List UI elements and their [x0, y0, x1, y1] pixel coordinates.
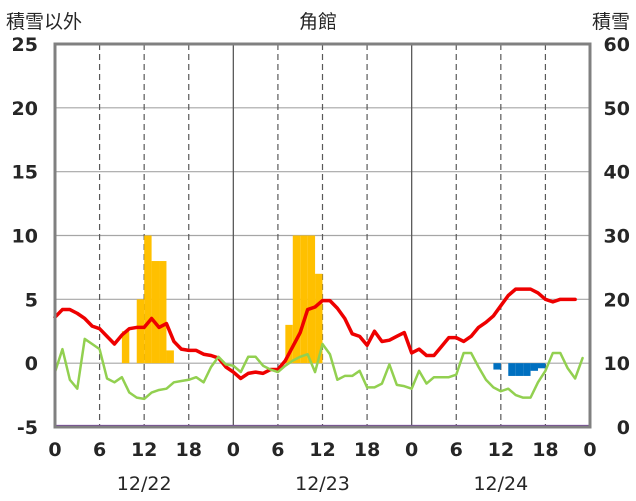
x-tick-label: 12: [488, 439, 514, 461]
y-tick-label: 15: [12, 162, 38, 184]
bar: [159, 261, 166, 363]
y-tick-label: 0: [25, 353, 38, 375]
x-tick-label: 12: [131, 439, 157, 461]
x-tick-label: 18: [532, 439, 558, 461]
x-tick-label: 18: [176, 439, 202, 461]
x-tick-label: 12: [309, 439, 335, 461]
y-right-tick-label: 40: [604, 162, 630, 184]
bar: [300, 236, 307, 364]
y-right-tick-label: 10: [604, 353, 630, 375]
x-tick-label: 0: [48, 439, 61, 461]
y-tick-label: -5: [17, 417, 38, 439]
date-labels: 12/22 12/23 12/24: [117, 473, 528, 495]
bar: [516, 363, 523, 376]
right-axis-label: 積雪: [592, 11, 630, 33]
date-label: 12/23: [295, 473, 350, 495]
left-y-tick-labels: 25 20 15 10 5 0 -5: [12, 34, 38, 439]
x-tick-label: 0: [405, 439, 418, 461]
bar: [508, 363, 515, 376]
x-tick-labels: 0 6 12 18 0 6 12 18 0 6 12 18 0: [48, 439, 596, 461]
bar: [538, 363, 545, 368]
bar: [308, 236, 315, 364]
bar: [523, 363, 530, 376]
y-right-tick-label: 20: [604, 289, 630, 311]
chart-title: 角館: [299, 11, 337, 33]
y-tick-label: 20: [12, 98, 38, 120]
bar: [531, 363, 538, 371]
y-right-tick-label: 50: [604, 98, 630, 120]
x-tick-label: 6: [93, 439, 106, 461]
y-tick-label: 5: [25, 289, 38, 311]
y-right-tick-label: 30: [604, 226, 630, 248]
x-tick-label: 0: [583, 439, 596, 461]
x-tick-label: 6: [271, 439, 284, 461]
bar: [144, 236, 151, 364]
x-tick-label: 18: [354, 439, 380, 461]
x-tick-label: 0: [227, 439, 240, 461]
x-tick-label: 6: [450, 439, 463, 461]
bar: [152, 261, 159, 363]
bar: [493, 363, 500, 369]
right-y-tick-labels: 60 50 40 30 20 10 0: [604, 34, 630, 439]
date-label: 12/22: [117, 473, 172, 495]
y-right-tick-label: 60: [604, 34, 630, 56]
left-axis-label: 積雪以外: [6, 11, 82, 33]
bar: [137, 299, 144, 363]
y-tick-label: 25: [12, 34, 38, 56]
y-tick-label: 10: [12, 226, 38, 248]
bar: [166, 350, 173, 363]
y-right-tick-label: 0: [617, 417, 630, 439]
date-label: 12/24: [473, 473, 528, 495]
